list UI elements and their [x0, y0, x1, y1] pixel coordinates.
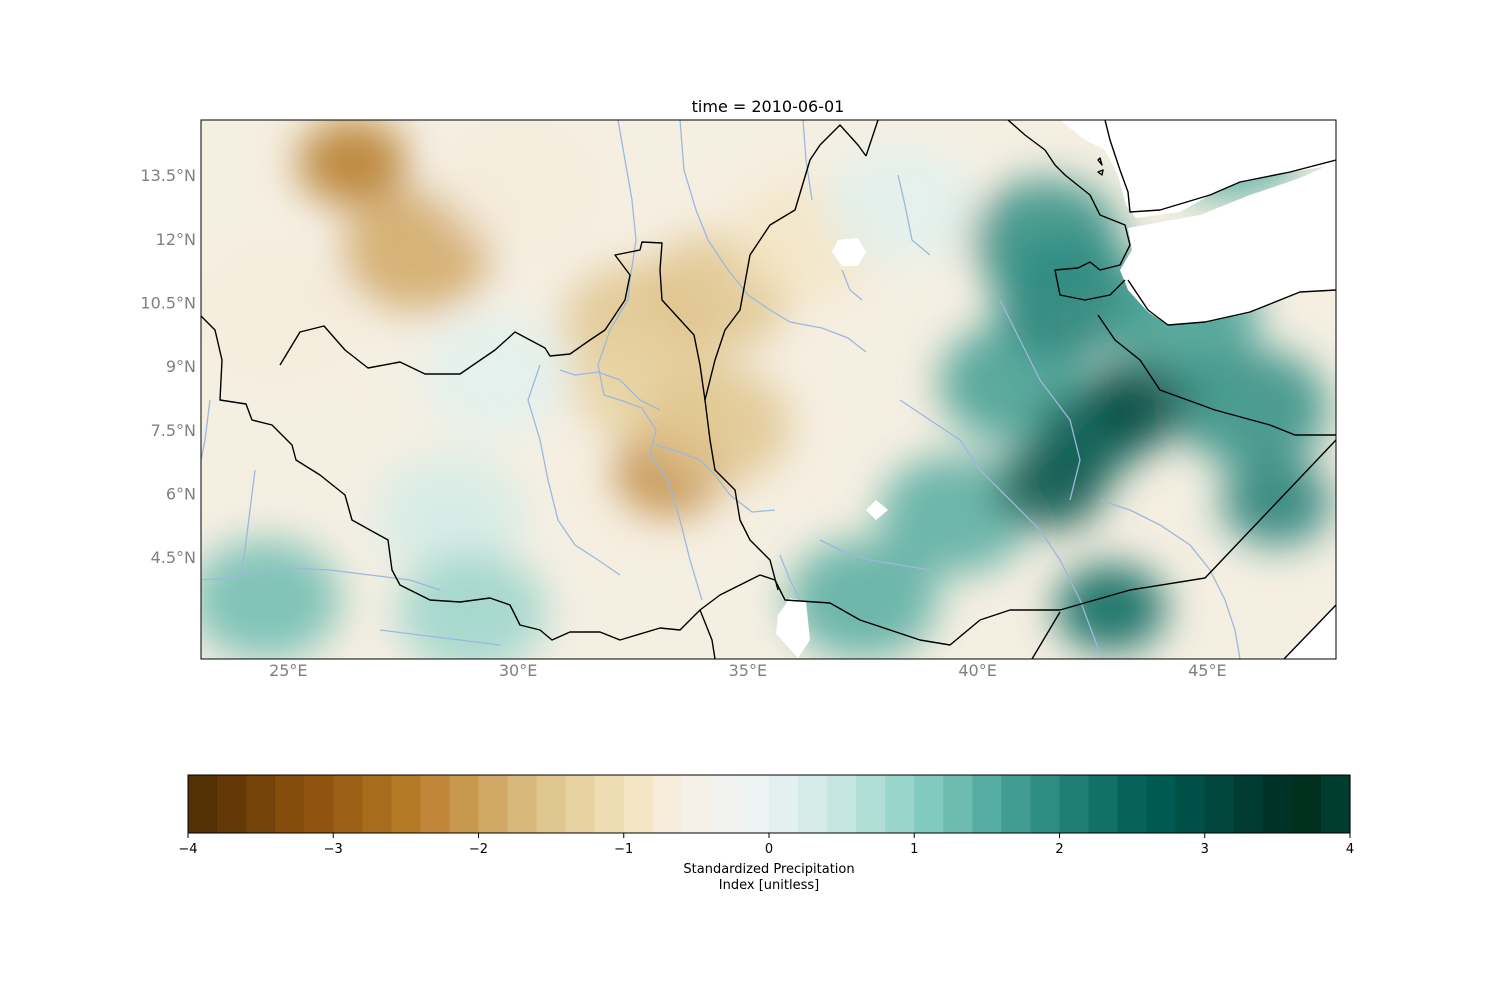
- lat-tick-label: 6°N: [166, 484, 196, 503]
- colorbar-swatch: [652, 775, 683, 833]
- rivers: [201, 120, 1241, 659]
- no-data-mask: [776, 120, 1336, 659]
- colorbar-label-line2: Index [unitless]: [719, 878, 819, 893]
- colorbar-swatch: [1233, 775, 1264, 833]
- colorbar-swatches: [188, 775, 1351, 833]
- colorbar-swatch: [1291, 775, 1322, 833]
- colorbar-swatch: [827, 775, 857, 833]
- lat-tick-label: 12°N: [156, 230, 196, 249]
- map-frame: [200, 119, 1337, 660]
- spi-blob-25: [1178, 348, 1329, 469]
- colorbar-swatch: [769, 775, 799, 833]
- spi-blob-5: [640, 365, 791, 486]
- spi-blob-12: [201, 539, 341, 659]
- colorbar-swatch: [304, 775, 334, 833]
- colorbar-tick-label: 0: [765, 842, 773, 857]
- colorbar-swatch: [885, 775, 915, 833]
- colorbar-swatch: [914, 775, 944, 833]
- colorbar-swatch: [856, 775, 886, 833]
- spi-blob-1: [341, 191, 492, 312]
- spi-field: [201, 120, 1336, 659]
- spi-blob-9: [443, 127, 594, 248]
- colorbar-swatch: [246, 775, 276, 833]
- spi-blob-14: [787, 539, 938, 659]
- colorbar-swatch: [1320, 775, 1351, 833]
- spi-blob-19: [996, 440, 1107, 529]
- spi-blob-22: [971, 178, 1122, 299]
- colorbar-swatch: [1117, 775, 1148, 833]
- colorbar-swatch: [1088, 775, 1119, 833]
- country-borders: [201, 120, 1336, 659]
- spi-blob-8: [204, 250, 355, 371]
- spi-blob-27: [824, 144, 975, 265]
- colorbar-ticks: −4 −3 −2 −1 0 1 2 3 4: [178, 833, 1354, 857]
- colorbar-swatch: [188, 775, 218, 833]
- colorbar-tick-label: −2: [469, 842, 488, 857]
- colorbar-swatch: [623, 775, 654, 833]
- colorbar-swatch: [420, 775, 451, 833]
- colorbar-label-line1: Standardized Precipitation: [683, 862, 854, 877]
- colorbar-swatch: [1001, 775, 1032, 833]
- colorbar-swatch: [449, 775, 480, 833]
- lat-tick-label: 13.5°N: [140, 166, 196, 185]
- colorbar-swatch: [1146, 775, 1177, 833]
- lon-tick-label: 25°E: [269, 661, 307, 680]
- colorbar-swatch: [1059, 775, 1090, 833]
- colorbar-swatch: [710, 775, 741, 833]
- spi-blob-13: [397, 552, 548, 659]
- lon-tick-label: 30°E: [499, 661, 537, 680]
- spi-blob-15: [879, 454, 1030, 575]
- colorbar-swatch: [1262, 775, 1293, 833]
- lat-tick-label: 10.5°N: [140, 293, 196, 312]
- colorbar-swatch: [536, 775, 567, 833]
- colorbar-swatch: [478, 775, 509, 833]
- colorbar-swatch: [681, 775, 712, 833]
- colorbar-swatch: [1204, 775, 1235, 833]
- lon-tick-label: 45°E: [1188, 661, 1226, 680]
- colorbar-swatch: [798, 775, 828, 833]
- spi-blob-20: [1055, 564, 1166, 653]
- colorbar: −4 −3 −2 −1 0 1 2 3 4 Standardized Precipitation…: [178, 774, 1354, 893]
- map-title: time = 2010-06-01: [692, 97, 845, 116]
- colorbar-swatch: [391, 775, 421, 833]
- colorbar-swatch: [1175, 775, 1206, 833]
- colorbar-tick-label: −3: [324, 842, 343, 857]
- lon-tick-label: 35°E: [729, 661, 767, 680]
- colorbar-swatch: [739, 775, 770, 833]
- lat-tick-label: 4.5°N: [151, 548, 196, 567]
- latitude-tick-labels: 4.5°N 6°N 7.5°N 9°N 10.5°N 12°N 13.5°N: [140, 166, 196, 567]
- spi-blob-18: [1088, 356, 1199, 445]
- colorbar-swatch: [275, 775, 305, 833]
- lat-tick-label: 9°N: [166, 357, 196, 376]
- colorbar-swatch: [565, 775, 596, 833]
- colorbar-swatch: [333, 775, 363, 833]
- colorbar-swatch: [972, 775, 1002, 833]
- spi-blob-11: [374, 454, 525, 575]
- colorbar-swatch: [217, 775, 247, 833]
- colorbar-tick-label: 1: [910, 842, 918, 857]
- colorbar-tick-label: −1: [614, 842, 633, 857]
- colorbar-tick-label: 2: [1055, 842, 1063, 857]
- spi-blob-10: [420, 314, 571, 435]
- longitude-tick-labels: 25°E 30°E 35°E 40°E 45°E: [269, 661, 1226, 680]
- spi-blob-0: [297, 120, 408, 207]
- colorbar-tick-label: 4: [1346, 842, 1354, 857]
- lat-tick-label: 7.5°N: [151, 421, 196, 440]
- colorbar-swatch: [362, 775, 392, 833]
- colorbar-tick-label: 3: [1201, 842, 1209, 857]
- colorbar-swatch: [1030, 775, 1061, 833]
- lon-tick-label: 40°E: [958, 661, 996, 680]
- colorbar-swatch: [594, 775, 625, 833]
- colorbar-tick-label: −4: [178, 842, 197, 857]
- colorbar-swatch: [507, 775, 538, 833]
- colorbar-swatch: [943, 775, 973, 833]
